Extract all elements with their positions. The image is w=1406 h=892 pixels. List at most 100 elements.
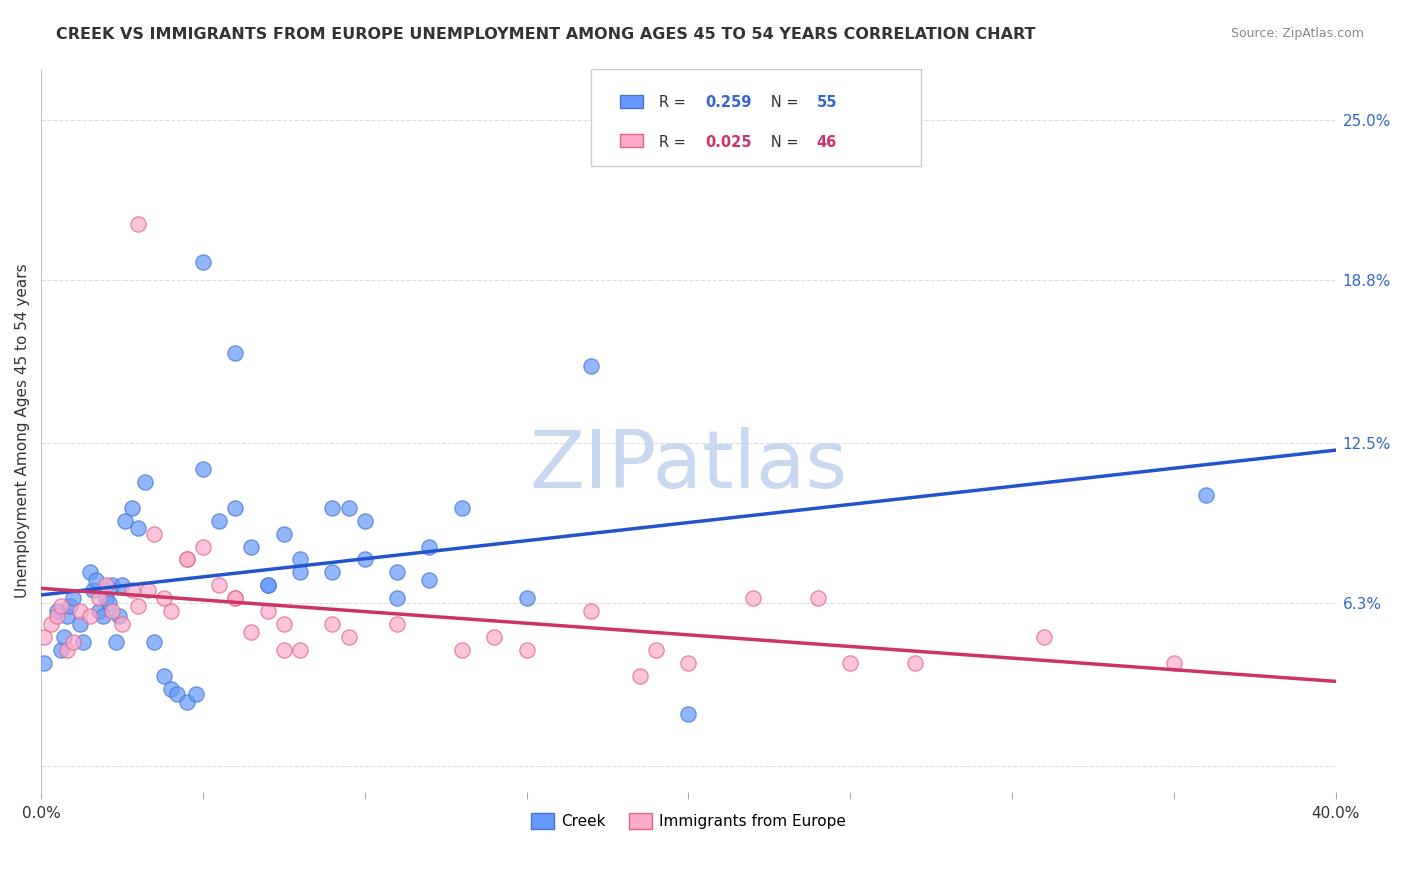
Immigrants from Europe — [176, 552, 198, 566]
Creek — [91, 609, 114, 624]
Text: N =: N = — [756, 95, 803, 110]
Creek — [79, 566, 101, 580]
Creek — [34, 656, 56, 670]
Creek — [418, 540, 440, 554]
Creek — [240, 540, 263, 554]
Immigrants from Europe — [224, 591, 246, 606]
Creek — [353, 552, 375, 566]
Text: ZIPatlas: ZIPatlas — [529, 427, 848, 506]
Creek — [59, 599, 82, 613]
Immigrants from Europe — [581, 604, 603, 618]
Immigrants from Europe — [39, 617, 62, 632]
Creek — [418, 573, 440, 587]
Immigrants from Europe — [127, 217, 149, 231]
Immigrants from Europe — [127, 599, 149, 613]
Immigrants from Europe — [516, 643, 538, 657]
Creek — [107, 609, 129, 624]
Creek — [353, 514, 375, 528]
Creek — [121, 500, 143, 515]
Immigrants from Europe — [321, 617, 343, 632]
Immigrants from Europe — [288, 643, 311, 657]
Text: R =: R = — [658, 135, 690, 150]
Immigrants from Europe — [121, 583, 143, 598]
Creek — [288, 566, 311, 580]
Creek — [208, 514, 231, 528]
Creek — [52, 630, 75, 644]
Immigrants from Europe — [1033, 630, 1056, 644]
Immigrants from Europe — [94, 578, 117, 592]
Creek — [273, 526, 295, 541]
Creek — [176, 694, 198, 708]
Immigrants from Europe — [256, 604, 278, 618]
Immigrants from Europe — [273, 617, 295, 632]
Creek — [337, 500, 360, 515]
Creek — [450, 500, 472, 515]
Creek — [224, 345, 246, 359]
Immigrants from Europe — [337, 630, 360, 644]
Immigrants from Europe — [273, 643, 295, 657]
Text: 0.259: 0.259 — [706, 95, 752, 110]
FancyBboxPatch shape — [620, 95, 643, 108]
Creek — [166, 687, 188, 701]
Immigrants from Europe — [79, 609, 101, 624]
Text: N =: N = — [756, 135, 803, 150]
Creek — [321, 500, 343, 515]
Creek — [191, 462, 214, 476]
Creek — [62, 591, 84, 606]
Immigrants from Europe — [1163, 656, 1185, 670]
Creek — [321, 566, 343, 580]
Creek — [256, 578, 278, 592]
Immigrants from Europe — [62, 635, 84, 649]
Creek — [98, 596, 121, 610]
Creek — [678, 707, 700, 722]
Immigrants from Europe — [136, 583, 159, 598]
Creek — [581, 359, 603, 373]
Immigrants from Europe — [807, 591, 830, 606]
Immigrants from Europe — [159, 604, 181, 618]
Creek — [153, 669, 176, 683]
Immigrants from Europe — [904, 656, 927, 670]
Immigrants from Europe — [34, 630, 56, 644]
Creek — [46, 604, 69, 618]
Creek — [94, 591, 117, 606]
Creek — [143, 635, 166, 649]
Immigrants from Europe — [628, 669, 651, 683]
Text: R =: R = — [658, 95, 690, 110]
Immigrants from Europe — [101, 604, 124, 618]
Creek — [114, 514, 136, 528]
Immigrants from Europe — [111, 617, 134, 632]
Creek — [1195, 488, 1218, 502]
Immigrants from Europe — [224, 591, 246, 606]
Creek — [385, 566, 408, 580]
Creek — [84, 573, 107, 587]
Immigrants from Europe — [69, 604, 91, 618]
Legend: Creek, Immigrants from Europe: Creek, Immigrants from Europe — [524, 806, 852, 835]
Creek — [134, 475, 156, 489]
Creek — [111, 578, 134, 592]
Creek — [516, 591, 538, 606]
Text: 0.025: 0.025 — [706, 135, 752, 150]
Creek — [101, 578, 124, 592]
Immigrants from Europe — [89, 591, 111, 606]
Creek — [186, 687, 208, 701]
Text: 46: 46 — [817, 135, 837, 150]
Immigrants from Europe — [46, 609, 69, 624]
Creek — [104, 635, 127, 649]
Creek — [159, 681, 181, 696]
Immigrants from Europe — [484, 630, 506, 644]
Creek — [89, 604, 111, 618]
Y-axis label: Unemployment Among Ages 45 to 54 years: Unemployment Among Ages 45 to 54 years — [15, 263, 30, 598]
Creek — [288, 552, 311, 566]
Immigrants from Europe — [56, 643, 79, 657]
Creek — [69, 617, 91, 632]
FancyBboxPatch shape — [592, 69, 921, 166]
Immigrants from Europe — [385, 617, 408, 632]
Immigrants from Europe — [450, 643, 472, 657]
Text: CREEK VS IMMIGRANTS FROM EUROPE UNEMPLOYMENT AMONG AGES 45 TO 54 YEARS CORRELATI: CREEK VS IMMIGRANTS FROM EUROPE UNEMPLOY… — [56, 27, 1036, 42]
Immigrants from Europe — [153, 591, 176, 606]
Text: 55: 55 — [817, 95, 837, 110]
Creek — [82, 583, 104, 598]
Creek — [224, 500, 246, 515]
Creek — [127, 521, 149, 535]
Immigrants from Europe — [49, 599, 72, 613]
